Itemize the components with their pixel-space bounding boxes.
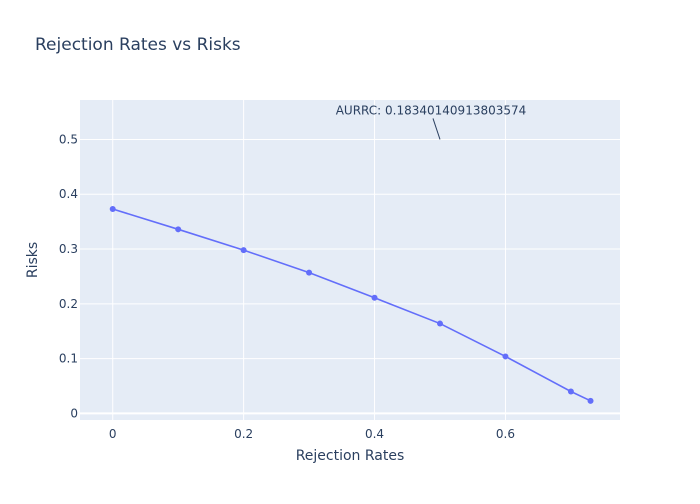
- data-point: [437, 320, 443, 327]
- series-layer: [109, 206, 594, 404]
- y-tick-label: 0.2: [59, 297, 78, 311]
- chart-title: Rejection Rates vs Risks: [35, 35, 241, 55]
- data-point: [587, 397, 594, 404]
- data-point: [175, 226, 182, 233]
- data-point: [567, 388, 574, 395]
- annotation-arrow: [432, 118, 441, 140]
- data-point: [109, 206, 116, 213]
- grid-layer: [80, 100, 620, 420]
- y-tick-label: 0: [70, 406, 78, 420]
- tick-labels: 0 0.2 0.4 0.6 0 0.1 0.2 0.3 0.4 0.5: [59, 132, 515, 441]
- annotation-text: AURRC: 0.18340140913803574: [336, 103, 527, 117]
- x-tick-label: 0: [109, 427, 117, 441]
- x-tick-label: 0.2: [234, 427, 253, 441]
- annotation-layer: AURRC: 0.18340140913803574: [336, 103, 527, 140]
- y-axis-title: Risks: [25, 242, 41, 278]
- data-point: [240, 247, 247, 254]
- data-point: [371, 294, 378, 301]
- y-tick-label: 0.1: [59, 352, 78, 366]
- y-tick-label: 0.3: [59, 242, 78, 256]
- x-axis-title: Rejection Rates: [296, 448, 405, 464]
- y-tick-label: 0.4: [59, 187, 78, 201]
- x-tick-label: 0.6: [496, 427, 515, 441]
- x-tick-label: 0.4: [365, 427, 384, 441]
- data-point: [306, 269, 313, 276]
- data-point: [502, 353, 509, 360]
- plot-background: [80, 100, 620, 420]
- y-tick-label: 0.5: [59, 132, 78, 146]
